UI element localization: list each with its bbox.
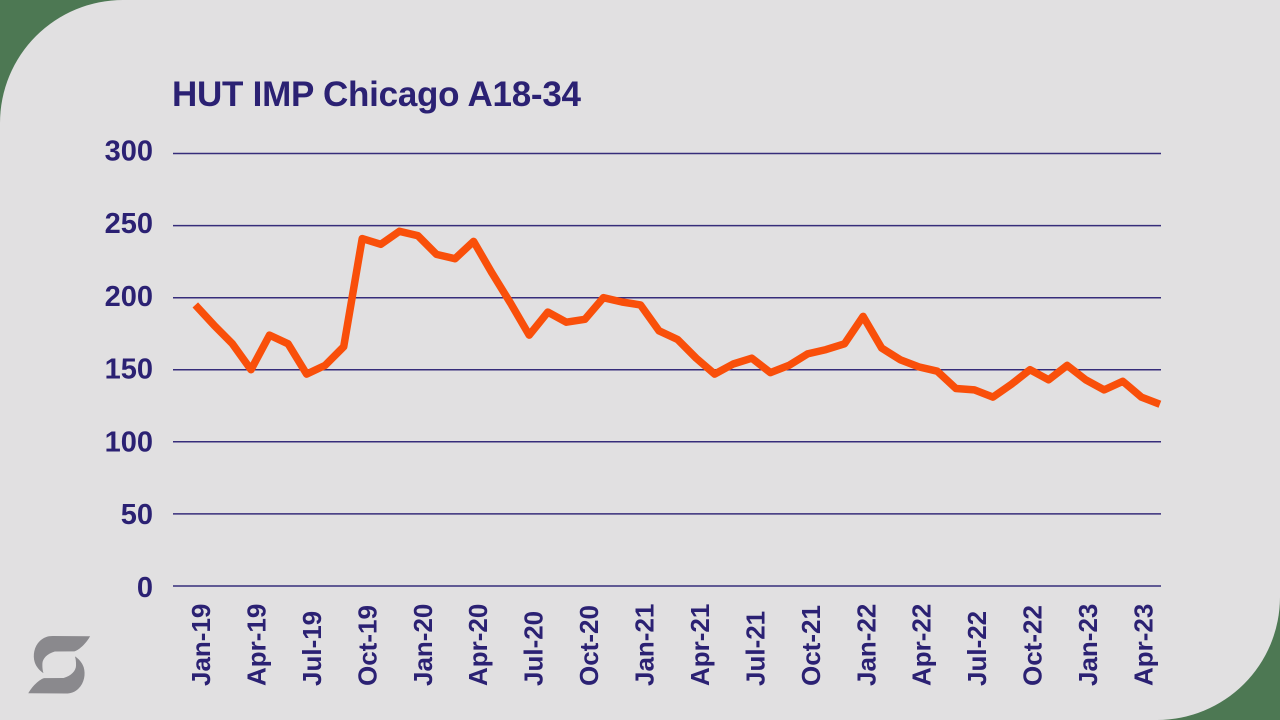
svg-text:Jul-20: Jul-20 (519, 611, 549, 686)
svg-text:100: 100 (105, 426, 153, 458)
svg-text:Oct-19: Oct-19 (352, 605, 382, 686)
svg-text:Jul-19: Jul-19 (297, 611, 327, 686)
svg-text:Jan-19: Jan-19 (186, 604, 216, 686)
svg-text:0: 0 (137, 572, 153, 604)
svg-text:Jan-22: Jan-22 (851, 604, 881, 686)
svg-text:300: 300 (105, 135, 153, 167)
svg-text:HUT IMP Chicago A18-34: HUT IMP Chicago A18-34 (172, 75, 582, 114)
svg-text:250: 250 (105, 208, 153, 240)
svg-text:Apr-21: Apr-21 (685, 604, 715, 686)
svg-text:Apr-22: Apr-22 (907, 604, 937, 686)
svg-text:Jul-22: Jul-22 (962, 611, 992, 686)
svg-text:Jan-20: Jan-20 (408, 604, 438, 686)
svg-text:50: 50 (121, 499, 153, 531)
svg-text:Oct-20: Oct-20 (574, 605, 604, 686)
svg-text:Jul-21: Jul-21 (740, 611, 770, 686)
svg-text:Apr-19: Apr-19 (242, 604, 272, 686)
svg-text:Apr-20: Apr-20 (463, 604, 493, 686)
svg-text:Oct-21: Oct-21 (796, 605, 826, 686)
svg-text:Apr-23: Apr-23 (1128, 604, 1158, 686)
svg-text:Jan-21: Jan-21 (630, 604, 660, 686)
svg-text:Jan-23: Jan-23 (1073, 604, 1103, 686)
svg-text:Oct-22: Oct-22 (1018, 605, 1048, 686)
svg-text:150: 150 (105, 354, 153, 386)
svg-text:200: 200 (105, 281, 153, 313)
